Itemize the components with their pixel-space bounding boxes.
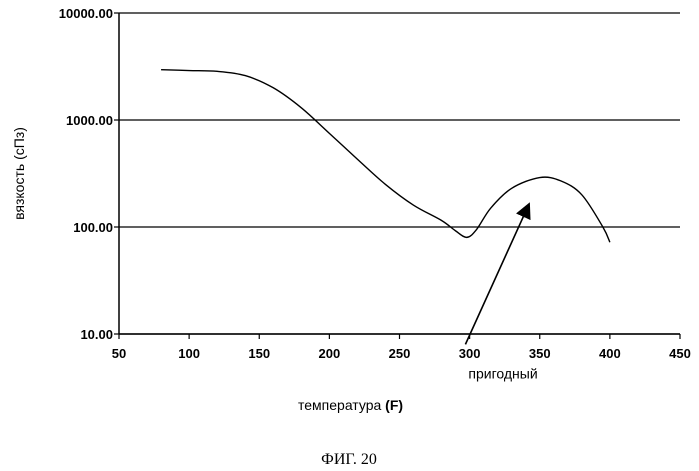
- figure-caption: ФИГ. 20: [321, 451, 377, 468]
- y-tick-label: 10.00: [80, 327, 113, 342]
- x-tick-label: 300: [459, 346, 481, 361]
- x-tick-label: 250: [389, 346, 411, 361]
- viscosity-series-line: [161, 69, 611, 243]
- annotation-arrow: [464, 202, 531, 345]
- x-axis-title: температура (F): [298, 397, 403, 413]
- x-tick-label: 200: [319, 346, 341, 361]
- x-tick-label: 350: [529, 346, 551, 361]
- annotation-label: пригодный: [468, 365, 537, 381]
- y-axis-title: вязкость (сПз): [11, 127, 27, 220]
- y-tick-label: 10000.00: [59, 6, 113, 21]
- y-tick-label: 100.00: [73, 220, 113, 235]
- x-tick-label: 150: [248, 346, 270, 361]
- x-axis-unit: (F): [385, 397, 403, 413]
- x-tick-label: 100: [178, 346, 200, 361]
- x-tick-label: 450: [669, 346, 691, 361]
- x-tick-label: 50: [112, 346, 126, 361]
- x-tick-label: 400: [599, 346, 621, 361]
- y-tick-label: 1000.00: [66, 113, 113, 128]
